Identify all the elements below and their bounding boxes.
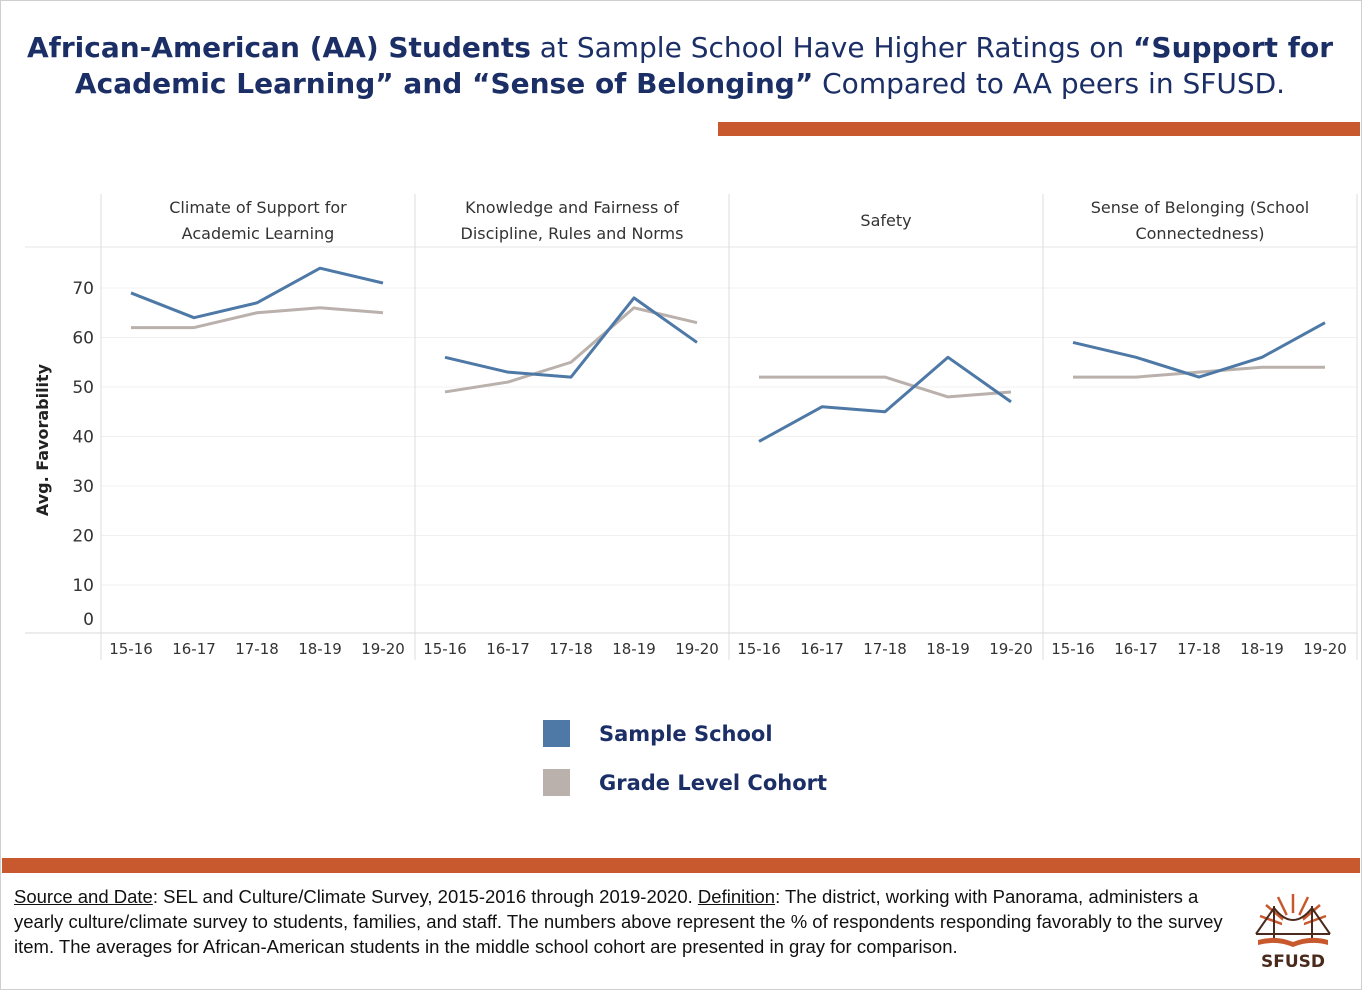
y-axis-label: Avg. Favorability bbox=[33, 363, 52, 516]
x-tick-label: 18-19 bbox=[612, 640, 656, 658]
accent-bar-top bbox=[718, 122, 1360, 136]
legend-item-cohort: Grade Level Cohort bbox=[543, 769, 827, 796]
x-tick-label: 18-19 bbox=[926, 640, 970, 658]
x-tick-label: 17-18 bbox=[549, 640, 593, 658]
x-tick-label: 18-19 bbox=[1240, 640, 1284, 658]
series-line-cohort bbox=[759, 375, 1012, 399]
y-tick-label: 40 bbox=[72, 428, 94, 448]
x-tick-label: 19-20 bbox=[361, 640, 405, 658]
x-tick-label: 15-16 bbox=[423, 640, 467, 658]
sfusd-logo-icon: SFUSD bbox=[1255, 894, 1331, 972]
legend-swatch-cohort bbox=[543, 769, 570, 796]
title-bold-1: African-American (AA) Students bbox=[26, 31, 531, 64]
y-tick-label: 20 bbox=[72, 527, 94, 547]
panel-title: Safety bbox=[860, 211, 911, 230]
x-tick-label: 16-17 bbox=[1114, 640, 1158, 658]
x-tick-label: 15-16 bbox=[737, 640, 781, 658]
series-line-cohort bbox=[1073, 365, 1325, 379]
footer-note: Source and Date: SEL and Culture/Climate… bbox=[14, 884, 1229, 959]
x-tick-label: 15-16 bbox=[109, 640, 153, 658]
logo-text: SFUSD bbox=[1261, 952, 1325, 972]
x-tick-label: 18-19 bbox=[298, 640, 342, 658]
y-tick-label: 30 bbox=[72, 477, 94, 497]
title-text-4: Compared to AA peers in SFUSD. bbox=[813, 67, 1286, 100]
slide-title: African-American (AA) Students at Sample… bbox=[10, 30, 1350, 102]
x-tick-label: 16-17 bbox=[172, 640, 216, 658]
title-bold-3: “Support for Academic Learning” and “Sen… bbox=[74, 31, 1334, 100]
x-tick-label: 19-20 bbox=[989, 640, 1033, 658]
series-line-sample-school bbox=[444, 296, 698, 379]
x-tick-label: 19-20 bbox=[675, 640, 719, 658]
series-line-sample-school bbox=[1072, 321, 1326, 379]
y-tick-label: 60 bbox=[72, 329, 94, 349]
x-tick-label: 16-17 bbox=[486, 640, 530, 658]
title-text-2: at Sample School Have Higher Ratings on bbox=[530, 31, 1134, 64]
sfusd-logo: SFUSD bbox=[1248, 888, 1338, 977]
legend-item-sample-school: Sample School bbox=[543, 720, 773, 747]
x-tick-label: 17-18 bbox=[1177, 640, 1221, 658]
x-tick-label: 17-18 bbox=[863, 640, 907, 658]
x-tick-label: 17-18 bbox=[235, 640, 279, 658]
panel-title: Knowledge and Fairness of Discipline, Rul… bbox=[461, 198, 684, 243]
legend-swatch-sample-school bbox=[543, 720, 570, 747]
x-tick-label: 19-20 bbox=[1303, 640, 1347, 658]
series-line-cohort bbox=[444, 306, 698, 394]
x-tick-label: 16-17 bbox=[800, 640, 844, 658]
legend-label-cohort: Grade Level Cohort bbox=[599, 770, 828, 795]
source-label: Source and Date bbox=[14, 886, 153, 907]
accent-bar-bottom bbox=[2, 858, 1360, 873]
y-tick-label: 10 bbox=[72, 576, 94, 596]
source-text: : SEL and Culture/Climate Survey, 2015-2… bbox=[152, 886, 698, 907]
series-line-sample-school bbox=[758, 355, 1012, 443]
definition-label: Definition bbox=[697, 886, 776, 907]
panel-title: Sense of Belonging (School Connectedness) bbox=[1091, 198, 1309, 243]
panel-title: Climate of Support for Academic Learning bbox=[169, 198, 347, 243]
x-tick-label: 15-16 bbox=[1051, 640, 1095, 658]
line-chart: 0 10 20 30 40 50 60 70 Avg. Favorability Climate … bbox=[25, 194, 1358, 660]
definition-text: : The district, working with Panorama, a… bbox=[14, 886, 1223, 957]
y-tick-label: 0 bbox=[83, 610, 94, 630]
series-line-cohort bbox=[131, 306, 384, 330]
y-tick-label: 70 bbox=[72, 279, 94, 299]
y-tick-label: 50 bbox=[72, 378, 94, 398]
legend-label-sample-school: Sample School bbox=[599, 721, 773, 746]
series-line-sample-school bbox=[130, 266, 384, 320]
